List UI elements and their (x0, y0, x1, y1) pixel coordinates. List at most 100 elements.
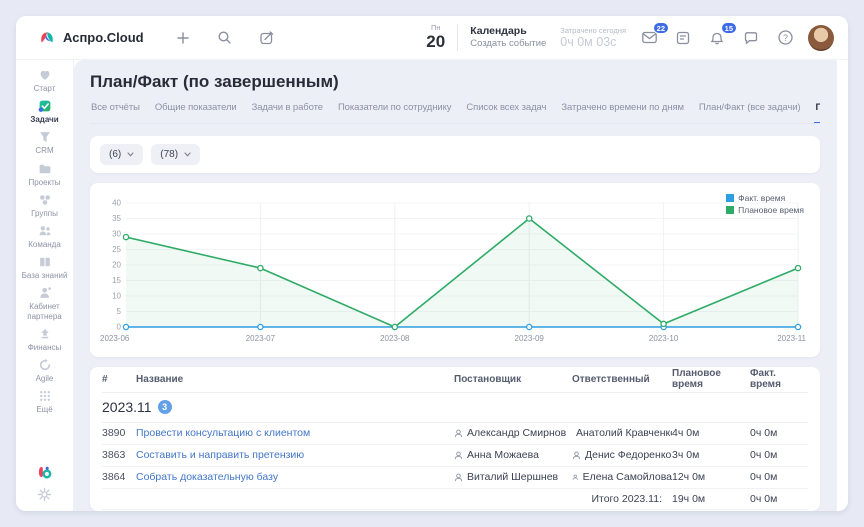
crm-icon (38, 130, 52, 144)
calendar-shortcut[interactable]: Календарь Создать событие (470, 25, 546, 50)
sidebar-item-finance[interactable]: Финансы (18, 324, 71, 355)
svg-text:?: ? (782, 33, 787, 43)
sidebar: Старт Задачи CRM Проекты Группы (16, 60, 74, 511)
tasks-icon (38, 99, 52, 113)
calendar-create-event: Создать событие (470, 38, 546, 50)
group-label: 2023.11 (102, 399, 152, 415)
bell-icon[interactable]: 15 (706, 27, 728, 49)
topbar-date[interactable]: Пн 20 (426, 24, 445, 51)
legend-swatch-fact (726, 194, 734, 202)
svg-text:2023-07: 2023-07 (246, 334, 276, 343)
tab-indicators-by-employee[interactable]: Показатели по сотруднику (337, 102, 452, 123)
assignee-cell: Елена Самойлова (572, 471, 672, 483)
mail-badge: 22 (653, 22, 669, 34)
sidebar-item-more[interactable]: Ещё (18, 386, 71, 417)
brand-name: Аспро.Cloud (63, 30, 144, 45)
sidebar-item-agile[interactable]: Agile (18, 355, 71, 386)
tab-all-reports[interactable]: Все отчёты (90, 102, 141, 123)
sidebar-item-partner[interactable]: Кабинет партнера (18, 283, 71, 323)
day-of-week: Пн (426, 24, 445, 32)
topbar: Аспро.Cloud Пн 20 Календарь Создать собы… (16, 16, 848, 60)
time-spent-label: Затрачено сегодня (560, 26, 626, 35)
svg-text:2023-08: 2023-08 (380, 334, 410, 343)
filter-chip-1[interactable]: (6) (100, 144, 143, 165)
calendar-title: Календарь (470, 25, 546, 38)
chart-legend: Факт. время Плановое время (726, 193, 804, 217)
assignee-cell: Анатолий Кравченко (572, 427, 672, 439)
tab-plan-fact-all[interactable]: План/Факт (все задачи) (698, 102, 802, 123)
plus-icon[interactable] (172, 27, 194, 49)
search-icon[interactable] (214, 27, 236, 49)
task-link[interactable]: Собрать доказательную базу (136, 471, 454, 483)
author-cell: Александр Смирнов (454, 427, 572, 439)
bell-badge: 15 (721, 22, 737, 34)
brand-mark-icon[interactable] (18, 461, 71, 484)
sidebar-item-knowledge[interactable]: База знаний (18, 252, 71, 283)
svg-text:2023-06: 2023-06 (100, 334, 130, 343)
svg-text:15: 15 (112, 276, 121, 285)
svg-text:40: 40 (112, 198, 121, 207)
projects-icon (38, 162, 52, 176)
plan-fact-table: # Название Постановщик Ответственный Пла… (90, 367, 820, 511)
vertical-scrollbar[interactable] (836, 60, 848, 511)
tab-plan-fact-completed[interactable]: План/Факт (по завершенным) (814, 102, 820, 124)
svg-text:20: 20 (112, 260, 121, 269)
svg-text:30: 30 (112, 229, 121, 238)
sidebar-item-tasks[interactable]: Задачи (18, 96, 71, 127)
topbar-divider (457, 25, 458, 51)
legend-plan-time[interactable]: Плановое время (726, 205, 804, 215)
tab-tasks-in-progress[interactable]: Задачи в работе (251, 102, 324, 123)
table-header-row: # Название Постановщик Ответственный Пла… (102, 367, 808, 393)
report-tabs: Все отчёты Общие показатели Задачи в раб… (90, 102, 820, 124)
svg-text:25: 25 (112, 245, 121, 254)
agile-icon (38, 358, 52, 372)
table-row: 3890 Провести консультацию с клиентом Ал… (102, 423, 808, 445)
task-link[interactable]: Провести консультацию с клиентом (136, 427, 454, 439)
task-link[interactable]: Составить и направить претензию (136, 449, 454, 461)
table-row: 3863 Составить и направить претензию Анн… (102, 445, 808, 467)
partner-icon (38, 286, 52, 300)
finance-icon (38, 327, 52, 341)
svg-text:2023-10: 2023-10 (649, 334, 679, 343)
person-icon (572, 451, 581, 460)
tab-time-by-days[interactable]: Затрачено времени по дням (560, 102, 685, 123)
settings-gear-icon[interactable] (18, 484, 71, 505)
team-icon (38, 224, 52, 238)
notes-icon[interactable] (672, 27, 694, 49)
group-count-badge[interactable]: 3 (158, 400, 172, 414)
knowledge-icon (38, 255, 52, 269)
author-cell: Виталий Шершнев (454, 471, 572, 483)
chat-icon[interactable] (740, 27, 762, 49)
mail-icon[interactable]: 22 (638, 27, 660, 49)
tab-general-indicators[interactable]: Общие показатели (154, 102, 238, 123)
plan-fact-chart: Факт. время Плановое время 0510152025303… (90, 183, 820, 357)
person-icon (454, 429, 463, 438)
svg-text:10: 10 (112, 291, 121, 300)
filter-chip-2[interactable]: (78) (151, 144, 200, 165)
svg-text:5: 5 (117, 307, 122, 316)
table-row: 3864 Собрать доказательную базу Виталий … (102, 467, 808, 489)
main-content: План/Факт (по завершенным) Все отчёты Об… (74, 60, 836, 511)
sidebar-item-projects[interactable]: Проекты (18, 159, 71, 190)
tab-all-tasks-list[interactable]: Список всех задач (465, 102, 547, 123)
compose-icon[interactable] (256, 27, 278, 49)
sidebar-item-team[interactable]: Команда (18, 221, 71, 252)
author-cell: Анна Можаева (454, 449, 572, 461)
line-chart-canvas[interactable]: 05101520253035402023-062023-072023-08202… (100, 193, 810, 345)
group-row-2023-11: 2023.11 3 (102, 393, 808, 423)
sidebar-item-crm[interactable]: CRM (18, 127, 71, 158)
svg-text:35: 35 (112, 214, 121, 223)
user-avatar[interactable] (808, 25, 834, 51)
time-spent-widget[interactable]: Затрачено сегодня 0ч 0м 03с (560, 26, 626, 50)
help-icon[interactable]: ? (774, 27, 796, 49)
brand[interactable]: Аспро.Cloud (38, 29, 144, 47)
time-spent-value: 0ч 0м 03с (560, 35, 626, 50)
sidebar-item-groups[interactable]: Группы (18, 190, 71, 221)
start-icon (38, 68, 52, 82)
sidebar-item-start[interactable]: Старт (18, 65, 71, 96)
legend-fact-time[interactable]: Факт. время (726, 193, 804, 203)
app-window: Аспро.Cloud Пн 20 Календарь Создать собы… (16, 16, 848, 511)
svg-text:2023-11: 2023-11 (777, 334, 806, 343)
person-icon (454, 473, 463, 482)
assignee-cell: Денис Федоренко (572, 449, 672, 461)
